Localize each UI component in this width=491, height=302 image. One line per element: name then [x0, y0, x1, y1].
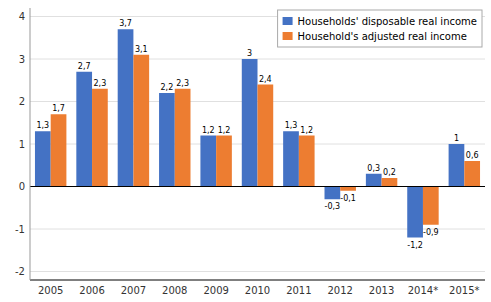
bar — [449, 144, 465, 187]
data-label: 2,4 — [259, 75, 272, 84]
x-tick-label: 2009 — [203, 285, 228, 296]
data-label: 2,7 — [78, 62, 91, 71]
bar — [407, 187, 423, 238]
legend-swatch — [283, 32, 293, 40]
bar — [92, 89, 108, 187]
bar — [35, 131, 51, 186]
data-label: 1,7 — [52, 104, 65, 113]
bar — [464, 161, 480, 187]
y-axis-line — [30, 8, 31, 280]
bar — [423, 187, 439, 225]
data-label: 1,2 — [218, 126, 231, 135]
data-label: 0,3 — [367, 164, 380, 173]
bar — [340, 187, 356, 191]
data-label: 1,2 — [202, 126, 215, 135]
data-label: -0,1 — [340, 194, 356, 203]
data-label: 3 — [247, 49, 252, 58]
data-label: -0,9 — [423, 228, 439, 237]
grid-line — [30, 186, 485, 187]
y-tick-label: -2 — [15, 266, 25, 277]
x-tick-label: 2005 — [38, 285, 63, 296]
bar — [76, 72, 92, 187]
bar — [258, 85, 274, 187]
y-tick-label: 0 — [19, 181, 25, 192]
bar — [299, 136, 315, 187]
bar — [51, 114, 67, 186]
bar — [200, 136, 216, 187]
data-labels: 1,3 2,7 3,7 2,2 1,2 3 1,3 -0,3 0,3 -1,2 1 1,7 2,3 3,1… — [36, 19, 478, 249]
y-tick-label: 4 — [19, 11, 25, 22]
data-label: 2,3 — [176, 79, 189, 88]
bar — [118, 29, 134, 186]
x-tick-label: 2014* — [408, 285, 438, 296]
y-tick-label: 2 — [19, 96, 25, 107]
data-label: -0,3 — [325, 202, 341, 211]
bar — [242, 59, 258, 187]
legend-entry: Households' disposable real income — [298, 16, 477, 27]
bar — [159, 93, 175, 187]
y-tick-label: 3 — [19, 54, 25, 65]
x-tick-label: 2011 — [286, 285, 311, 296]
bar — [382, 178, 398, 187]
chart: -2-1012341,32,73,72,21,231,3-0,30,3-1,21… — [0, 0, 491, 302]
data-label: 1,3 — [285, 121, 298, 130]
bar — [175, 89, 191, 187]
grid — [30, 17, 485, 272]
bar — [216, 136, 232, 187]
legend-box — [278, 10, 482, 47]
x-tick-label: 2010 — [245, 285, 270, 296]
legend-entry: Household's adjusted real income — [298, 31, 467, 42]
data-label: 1,3 — [36, 121, 49, 130]
data-label: 1 — [454, 134, 459, 143]
data-label: 0,2 — [383, 168, 396, 177]
legend: Households' disposable real income Househ… — [278, 10, 482, 47]
zero-line — [30, 186, 485, 187]
bars — [35, 29, 480, 237]
legend-swatch — [283, 17, 293, 25]
data-label: 0,6 — [466, 151, 479, 160]
bar — [325, 187, 341, 200]
x-tick-label: 2006 — [79, 285, 104, 296]
data-label: -1,2 — [407, 241, 423, 250]
bar — [283, 131, 299, 186]
x-tick-label: 2008 — [162, 285, 187, 296]
y-tick-label: 1 — [19, 139, 25, 150]
y-tick-label: -1 — [15, 224, 25, 235]
x-tick-label: 2007 — [121, 285, 146, 296]
bar — [133, 55, 149, 187]
x-tick-label: 2015* — [449, 285, 479, 296]
bar — [366, 174, 382, 187]
data-label: 1,2 — [300, 126, 313, 135]
grid-line — [30, 271, 485, 272]
data-label: 2,2 — [161, 83, 174, 92]
x-tick-label: 2013 — [369, 285, 394, 296]
data-label: 2,3 — [94, 79, 107, 88]
data-label: 3,7 — [119, 19, 132, 28]
data-label: 3,1 — [135, 45, 148, 54]
x-axis-line — [30, 280, 485, 281]
x-tick-label: 2012 — [328, 285, 353, 296]
